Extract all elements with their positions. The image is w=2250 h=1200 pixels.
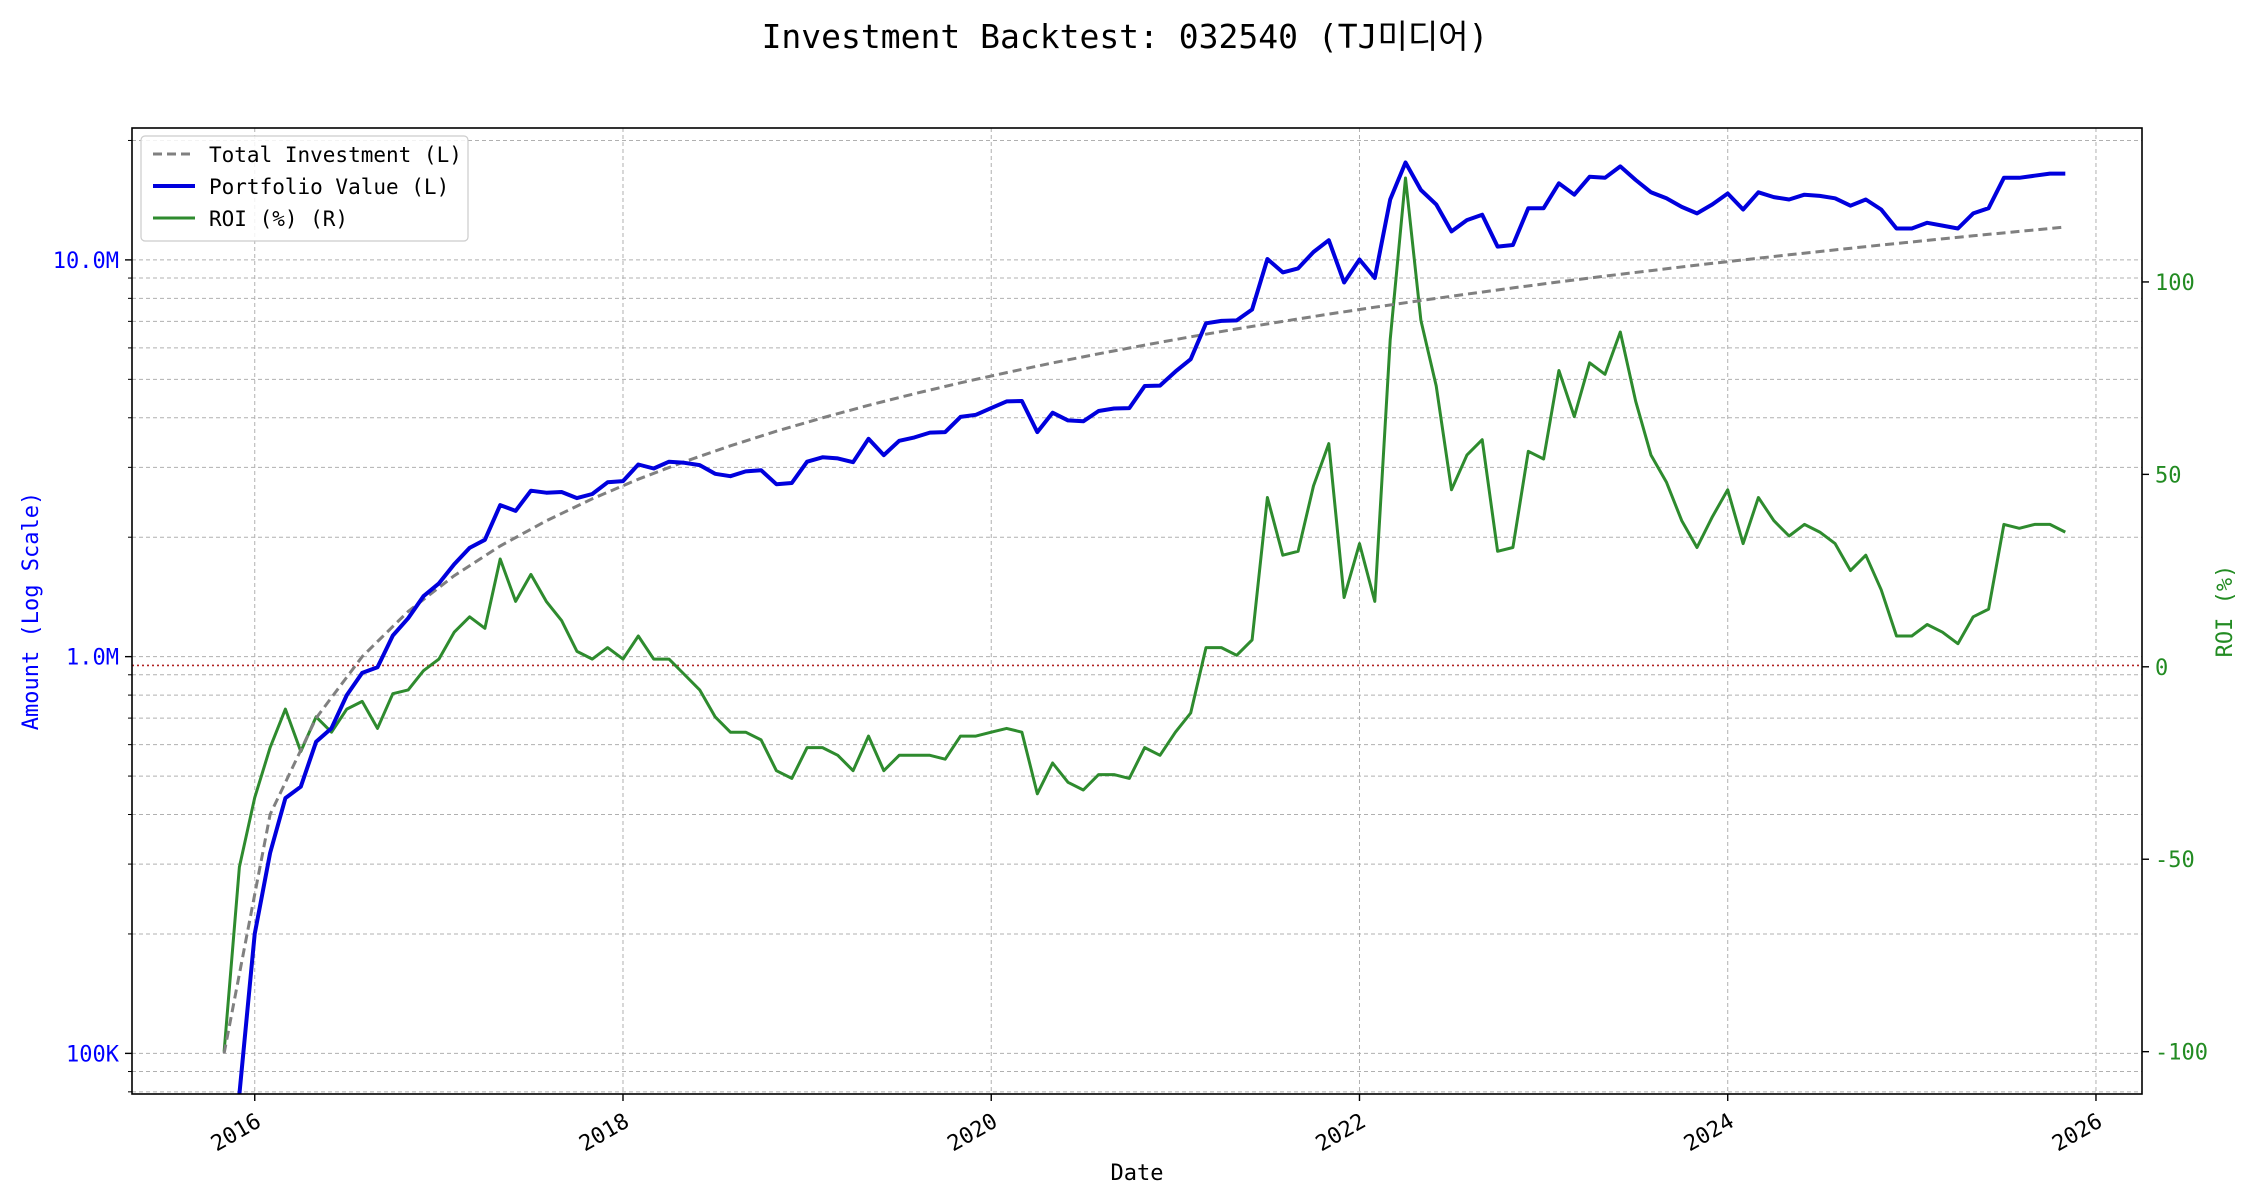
chart-title: Investment Backtest: 032540 (TJ미디어) [762,17,1489,56]
right-tick-label: 0 [2155,656,2168,681]
right-tick-label: 100 [2155,271,2195,296]
portfolio-value-line [237,160,2066,1095]
right-axis-ticks: -100 -50 0 50 100 [2142,271,2208,1066]
x-tick-label: 2024 [1680,1109,1738,1157]
x-tick-label: 2022 [1312,1109,1370,1157]
legend-label-roi: ROI (%) (R) [209,207,348,231]
x-axis-ticks: 2016 2018 2020 2022 2024 2026 [207,1094,2107,1157]
right-tick-label: -100 [2155,1041,2208,1066]
left-axis-label: Amount (Log Scale) [19,492,44,730]
legend-label-portfolio-value: Portfolio Value (L) [209,175,449,199]
legend-box [140,135,469,242]
x-tick-label: 2020 [944,1109,1002,1157]
left-tick-label: 100K [66,1042,120,1067]
roi-line [222,176,2066,1052]
x-tick-label: 2018 [575,1109,633,1157]
x-tick-label: 2026 [2048,1109,2106,1157]
x-tick-label: 2016 [207,1109,265,1157]
left-axis-ticks: 100K 1.0M 10.0M [53,139,132,1093]
left-tick-label: 1.0M [66,646,119,671]
legend: Total Investment (L) Portfolio Value (L)… [140,135,469,242]
series-lines [222,160,2066,1095]
legend-label-total-investment: Total Investment (L) [209,143,462,167]
plot-frame [131,127,2143,1095]
right-tick-label: -50 [2155,848,2195,873]
grid-lines [132,128,2142,1094]
right-tick-label: 50 [2155,463,2182,488]
total-investment-line [222,225,2066,1054]
right-axis-label: ROI (%) [2213,565,2238,658]
x-axis-label: Date [1111,1161,1164,1186]
left-tick-label: 10.0M [53,249,119,274]
